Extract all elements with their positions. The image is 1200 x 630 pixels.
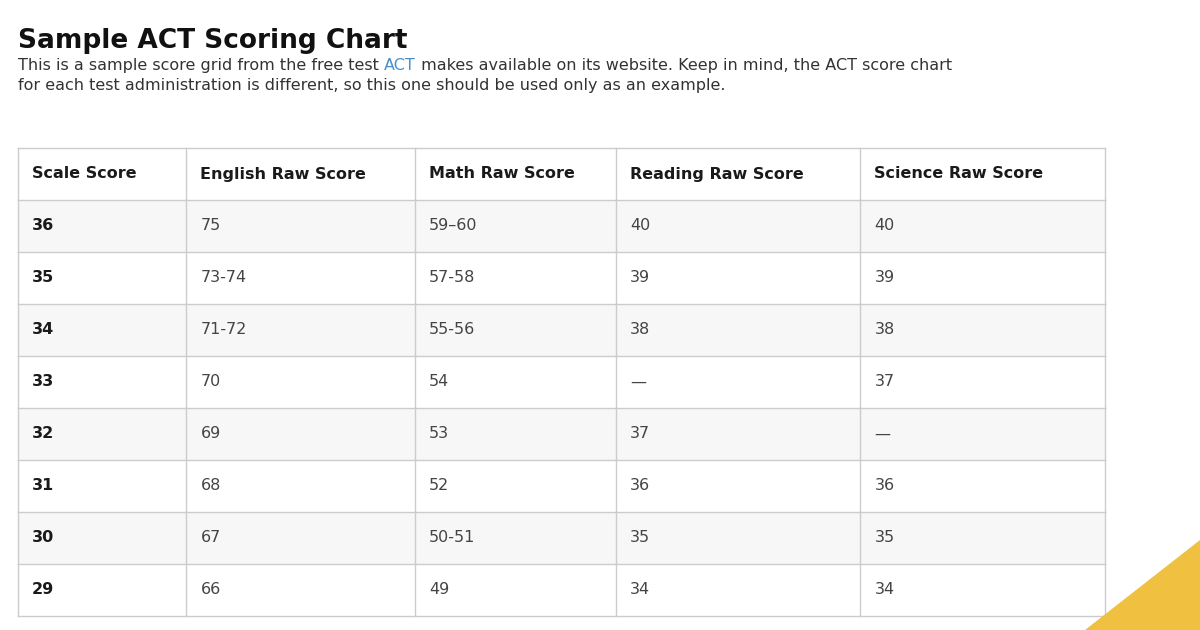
Text: —: — <box>875 427 890 442</box>
Text: 38: 38 <box>630 323 650 338</box>
Bar <box>18 148 186 200</box>
Text: 75: 75 <box>200 219 221 234</box>
Text: 40: 40 <box>875 219 895 234</box>
Bar <box>186 356 415 408</box>
Text: 30: 30 <box>32 530 54 546</box>
Bar <box>18 408 186 460</box>
Bar <box>616 304 860 356</box>
Text: 69: 69 <box>200 427 221 442</box>
Bar <box>186 252 415 304</box>
Bar <box>616 512 860 564</box>
Text: 73-74: 73-74 <box>200 270 247 285</box>
Text: Reading Raw Score: Reading Raw Score <box>630 166 804 181</box>
Bar <box>18 252 186 304</box>
Text: ACT: ACT <box>384 58 415 73</box>
Bar <box>186 564 415 616</box>
Text: 36: 36 <box>630 479 650 493</box>
Bar <box>18 200 186 252</box>
Text: 66: 66 <box>200 583 221 597</box>
Text: 36: 36 <box>875 479 894 493</box>
Text: 40: 40 <box>630 219 650 234</box>
Bar <box>186 200 415 252</box>
Bar <box>415 200 616 252</box>
Text: 70: 70 <box>200 374 221 389</box>
Bar <box>860 252 1105 304</box>
Text: 35: 35 <box>630 530 650 546</box>
Text: 37: 37 <box>875 374 894 389</box>
Bar <box>18 564 186 616</box>
Text: 57-58: 57-58 <box>428 270 475 285</box>
Bar <box>18 512 186 564</box>
Text: 39: 39 <box>630 270 650 285</box>
Text: 68: 68 <box>200 479 221 493</box>
Bar <box>860 148 1105 200</box>
Text: 31: 31 <box>32 479 54 493</box>
Text: 34: 34 <box>875 583 894 597</box>
Bar <box>860 200 1105 252</box>
Text: 32: 32 <box>32 427 54 442</box>
Text: 36: 36 <box>32 219 54 234</box>
Text: 35: 35 <box>875 530 894 546</box>
Text: 59–60: 59–60 <box>428 219 478 234</box>
Bar <box>18 356 186 408</box>
Bar <box>186 512 415 564</box>
Text: for each test administration is different, so this one should be used only as an: for each test administration is differen… <box>18 78 726 93</box>
Text: 29: 29 <box>32 583 54 597</box>
Bar <box>415 408 616 460</box>
Bar <box>860 408 1105 460</box>
Text: 53: 53 <box>428 427 449 442</box>
Text: 54: 54 <box>428 374 449 389</box>
Bar <box>186 408 415 460</box>
Polygon shape <box>1085 540 1200 630</box>
Bar <box>415 564 616 616</box>
Text: 34: 34 <box>630 583 650 597</box>
Text: 38: 38 <box>875 323 895 338</box>
Bar <box>18 304 186 356</box>
Bar <box>616 408 860 460</box>
Text: 50-51: 50-51 <box>428 530 475 546</box>
Text: 39: 39 <box>875 270 894 285</box>
Text: Sample ACT Scoring Chart: Sample ACT Scoring Chart <box>18 28 408 54</box>
Bar <box>415 512 616 564</box>
Bar <box>415 356 616 408</box>
Text: 55-56: 55-56 <box>428 323 475 338</box>
Text: This is a sample score grid from the free test: This is a sample score grid from the fre… <box>18 58 384 73</box>
Bar <box>860 460 1105 512</box>
Text: makes available on its website. Keep in mind, the ACT score chart: makes available on its website. Keep in … <box>415 58 952 73</box>
Bar <box>415 148 616 200</box>
Text: —: — <box>630 374 646 389</box>
Text: Scale Score: Scale Score <box>32 166 137 181</box>
Bar <box>415 252 616 304</box>
Bar <box>860 356 1105 408</box>
Bar <box>860 564 1105 616</box>
Text: 35: 35 <box>32 270 54 285</box>
Text: English Raw Score: English Raw Score <box>200 166 366 181</box>
Bar <box>616 148 860 200</box>
Bar <box>616 564 860 616</box>
Bar <box>616 356 860 408</box>
Bar <box>860 512 1105 564</box>
Text: 49: 49 <box>428 583 449 597</box>
Bar <box>186 304 415 356</box>
Text: Math Raw Score: Math Raw Score <box>428 166 575 181</box>
Text: 34: 34 <box>32 323 54 338</box>
Bar <box>616 252 860 304</box>
Text: Science Raw Score: Science Raw Score <box>875 166 1044 181</box>
Bar <box>415 460 616 512</box>
Bar <box>616 460 860 512</box>
Text: 67: 67 <box>200 530 221 546</box>
Text: 71-72: 71-72 <box>200 323 247 338</box>
Bar <box>616 200 860 252</box>
Text: 37: 37 <box>630 427 650 442</box>
Bar <box>18 460 186 512</box>
Bar <box>860 304 1105 356</box>
Bar <box>186 460 415 512</box>
Bar <box>186 148 415 200</box>
Text: 52: 52 <box>428 479 449 493</box>
Bar <box>415 304 616 356</box>
Text: 33: 33 <box>32 374 54 389</box>
